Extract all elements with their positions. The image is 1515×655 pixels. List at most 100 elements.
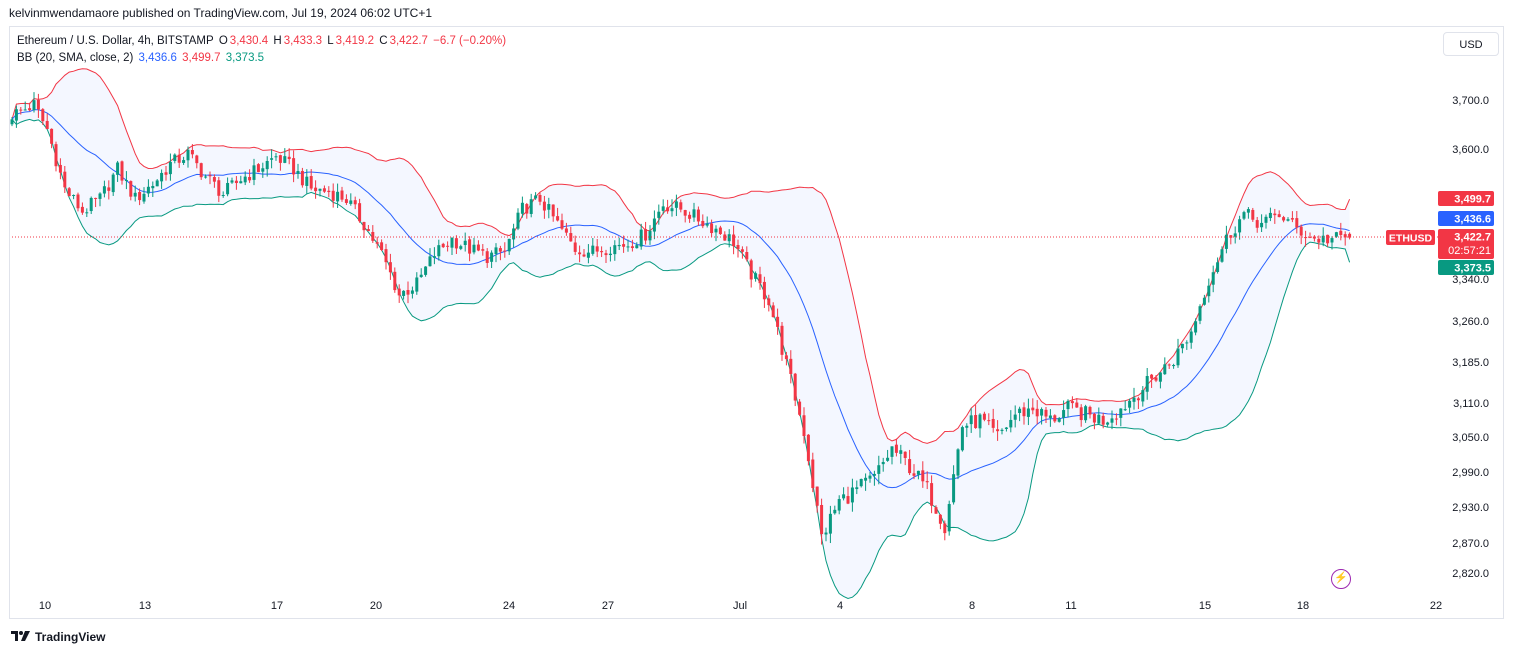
lightning-icon[interactable]: ⚡	[1331, 569, 1351, 589]
candle	[644, 221, 648, 245]
candle	[749, 258, 753, 288]
candle	[648, 225, 652, 245]
candle	[1348, 232, 1352, 240]
candle	[296, 163, 300, 179]
indicator-title[interactable]: BB (20, SMA, close, 2)	[17, 52, 134, 64]
candle	[168, 153, 172, 181]
candle	[960, 425, 964, 452]
candle	[556, 207, 560, 222]
tradingview-footer[interactable]: TradingView	[11, 630, 105, 644]
candle	[1035, 400, 1039, 425]
open-label: O	[218, 35, 228, 47]
candle	[1031, 398, 1035, 415]
candles	[10, 92, 1352, 545]
candle	[371, 225, 375, 243]
time-tick: 27	[602, 600, 614, 612]
candle	[287, 148, 291, 165]
candle	[441, 242, 445, 249]
symbol-tag-text: ETHUSD	[1389, 233, 1433, 245]
candle	[547, 197, 551, 219]
candle	[459, 244, 463, 251]
high-value: 3,433.3	[283, 35, 323, 47]
candle	[1123, 400, 1127, 411]
candle	[894, 438, 898, 457]
candle	[696, 206, 700, 226]
candle	[886, 449, 890, 462]
candle	[292, 150, 296, 183]
candle	[111, 172, 115, 196]
price-tick: 3,340.0	[1452, 274, 1489, 286]
candle	[424, 266, 428, 277]
candle	[679, 199, 683, 213]
candle	[1092, 412, 1096, 430]
price-tick: 3,185.0	[1452, 357, 1489, 369]
candle	[974, 404, 978, 429]
last-price-text: 3,422.7	[1454, 232, 1491, 244]
candle	[710, 219, 714, 238]
candle	[239, 175, 243, 184]
price-tick: 3,110.0	[1453, 398, 1489, 410]
candle	[736, 239, 740, 258]
bb-upper-line	[11, 68, 1351, 444]
candle	[230, 177, 234, 184]
currency-button[interactable]: USD	[1443, 32, 1499, 56]
candle	[938, 513, 942, 530]
candle	[120, 160, 124, 185]
candle	[98, 192, 102, 207]
candle	[331, 183, 335, 208]
symbol-title[interactable]: Ethereum / U.S. Dollar, 4h, BITSTAMP	[17, 35, 214, 47]
candle	[41, 108, 45, 125]
candle	[525, 202, 529, 219]
price-tick: 3,700.0	[1452, 95, 1489, 107]
candle	[1075, 398, 1079, 408]
candle	[595, 238, 599, 258]
bb-basis-price-tag-text: 3,436.6	[1454, 214, 1491, 226]
candle	[305, 169, 309, 194]
candle	[740, 246, 744, 259]
time-tick: 11	[1065, 600, 1076, 612]
candle	[14, 105, 18, 128]
candle	[1290, 211, 1294, 223]
candle	[146, 179, 150, 198]
candle	[754, 271, 758, 282]
candle	[503, 242, 507, 258]
candle	[718, 225, 722, 236]
candle	[226, 177, 230, 197]
bb-basis-value: 3,436.6	[138, 52, 177, 64]
candle	[50, 128, 54, 149]
candle	[538, 191, 542, 206]
time-tick: 17	[271, 600, 283, 612]
price-tick: 3,260.0	[1452, 316, 1489, 328]
candle	[481, 244, 485, 256]
candle	[129, 180, 133, 201]
price-tick: 2,990.0	[1452, 467, 1489, 479]
countdown-text: 02:57:21	[1448, 245, 1491, 257]
candle	[916, 470, 920, 480]
chart-frame	[9, 26, 1504, 619]
candle	[1326, 234, 1330, 247]
candle	[1097, 407, 1101, 425]
candle	[58, 158, 62, 180]
candle	[1211, 265, 1215, 293]
time-tick: 13	[139, 600, 151, 612]
candle	[366, 225, 370, 232]
candle	[881, 457, 885, 472]
candle	[701, 214, 705, 229]
candle	[534, 192, 538, 200]
candle	[380, 239, 384, 252]
candle	[1110, 410, 1114, 430]
candle	[1053, 414, 1057, 423]
candle	[674, 194, 678, 217]
candle	[564, 222, 568, 236]
symbol-legend: Ethereum / U.S. Dollar, 4h, BITSTAMP O 3,…	[17, 35, 508, 47]
candle	[833, 505, 837, 515]
candle	[516, 208, 520, 231]
low-label: L	[327, 35, 334, 47]
candle	[89, 196, 93, 215]
candle	[45, 113, 49, 130]
candle	[727, 229, 731, 248]
candle	[965, 423, 969, 438]
candle	[243, 171, 247, 186]
candle	[630, 239, 634, 252]
